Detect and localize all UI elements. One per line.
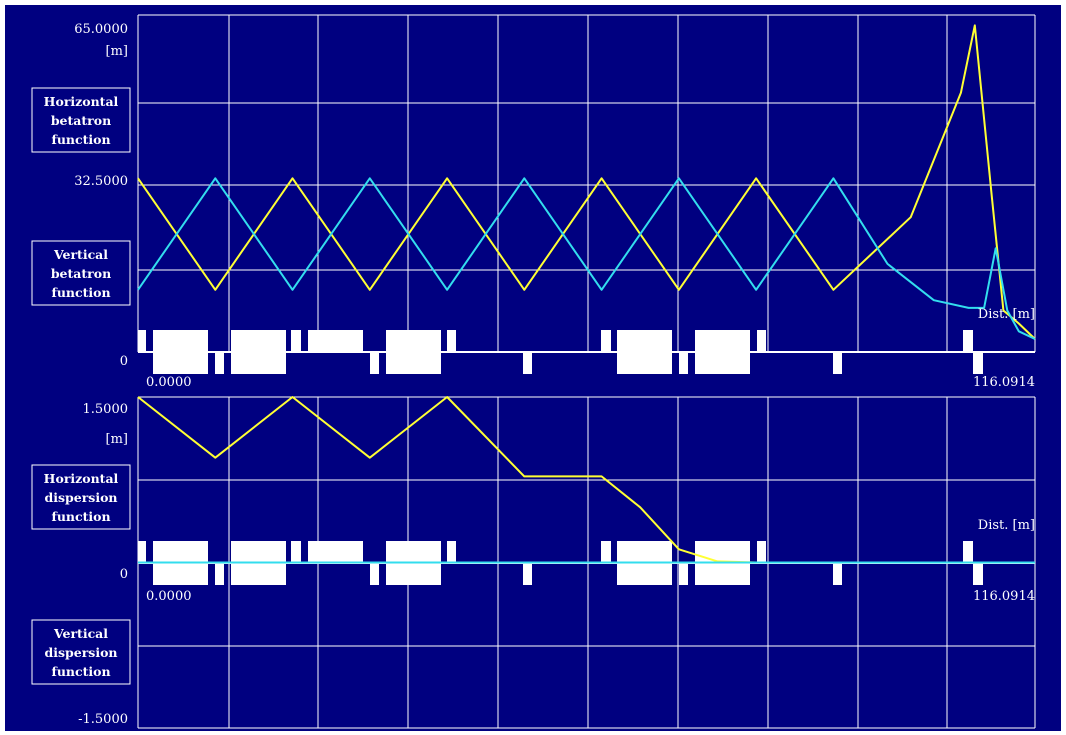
magnet-lower: [231, 352, 286, 374]
legend-box-line: function: [51, 664, 110, 679]
magnet-lower: [215, 563, 224, 585]
magnet-upper: [231, 330, 286, 352]
x-tick-label-end: 116.0914: [973, 589, 1035, 604]
legend-box-line: Vertical: [53, 626, 108, 641]
magnet-upper: [138, 541, 146, 563]
y-unit-label: [m]: [106, 44, 128, 59]
x-tick-label-start: 0.0000: [146, 589, 192, 604]
magnet-upper: [308, 330, 363, 352]
magnet-lower: [370, 352, 379, 374]
legend-box-line: betatron: [51, 113, 111, 128]
magnet-lower: [973, 352, 983, 374]
series-line-1: [137, 24, 1036, 340]
y-tick-label: 0: [120, 354, 128, 369]
magnet-upper: [308, 541, 363, 563]
magnet-upper: [138, 330, 146, 352]
magnet-lower: [833, 563, 842, 585]
magnet-lower: [370, 563, 379, 585]
legend-box-line: dispersion: [44, 645, 117, 660]
x-tick-label-start: 0.0000: [146, 375, 192, 390]
series-line-2: [137, 177, 1036, 340]
magnet-lower: [231, 563, 286, 585]
magnet-lower: [523, 563, 532, 585]
magnet-upper: [617, 541, 672, 563]
x-axis-label: Dist. [m]: [978, 307, 1035, 322]
magnet-lower: [679, 563, 688, 585]
legend-box: [31, 619, 131, 685]
legend-box: [31, 464, 131, 530]
y-tick-label: 65.0000: [74, 22, 128, 37]
magnet-upper: [963, 541, 973, 563]
magnet-upper: [601, 541, 611, 563]
magnet-upper: [617, 330, 672, 352]
legend-box-line: Horizontal: [44, 471, 119, 486]
magnet-lower: [973, 563, 983, 585]
magnet-lower: [833, 352, 842, 374]
series-line-1: [137, 396, 1035, 564]
magnet-upper: [447, 330, 456, 352]
y-tick-label: 0: [120, 567, 128, 582]
magnet-upper: [695, 541, 750, 563]
legend-box-line: betatron: [51, 266, 111, 281]
magnet-upper: [231, 541, 286, 563]
magnet-lower: [679, 352, 688, 374]
magnet-upper: [963, 330, 973, 352]
legend-box-line: dispersion: [44, 490, 117, 505]
chart-panel-1: [31, 14, 1036, 374]
magnet-lower: [523, 352, 532, 374]
magnet-upper: [291, 330, 301, 352]
magnet-lower: [386, 563, 441, 585]
y-unit-label: [m]: [106, 432, 128, 447]
magnet-lower: [153, 563, 208, 585]
magnet-upper: [386, 541, 441, 563]
magnet-upper: [291, 541, 301, 563]
magnet-lower: [386, 352, 441, 374]
legend-box: [31, 87, 131, 153]
y-tick-label: 1.5000: [83, 402, 129, 417]
magnet-lower: [695, 563, 750, 585]
y-tick-label: -1.5000: [78, 712, 128, 727]
magnet-lower: [153, 352, 208, 374]
magnet-lower: [617, 352, 672, 374]
legend-box: [31, 240, 131, 306]
x-axis-label: Dist. [m]: [978, 518, 1035, 533]
magnet-upper: [386, 330, 441, 352]
magnet-lower: [215, 352, 224, 374]
x-tick-label-end: 116.0914: [973, 375, 1035, 390]
chart-panel-2: [31, 396, 1036, 729]
magnet-upper: [153, 541, 208, 563]
magnet-upper: [695, 330, 750, 352]
magnet-lower: [617, 563, 672, 585]
magnet-upper: [601, 330, 611, 352]
legend-box-line: Horizontal: [44, 94, 119, 109]
legend-box-line: function: [51, 509, 110, 524]
magnet-upper: [153, 330, 208, 352]
legend-box-line: function: [51, 132, 110, 147]
legend-box-line: function: [51, 285, 110, 300]
magnet-upper: [757, 330, 766, 352]
y-tick-label: 32.5000: [74, 174, 128, 189]
magnet-lower: [695, 352, 750, 374]
magnet-upper: [757, 541, 766, 563]
legend-box-line: Vertical: [53, 247, 108, 262]
magnet-upper: [447, 541, 456, 563]
